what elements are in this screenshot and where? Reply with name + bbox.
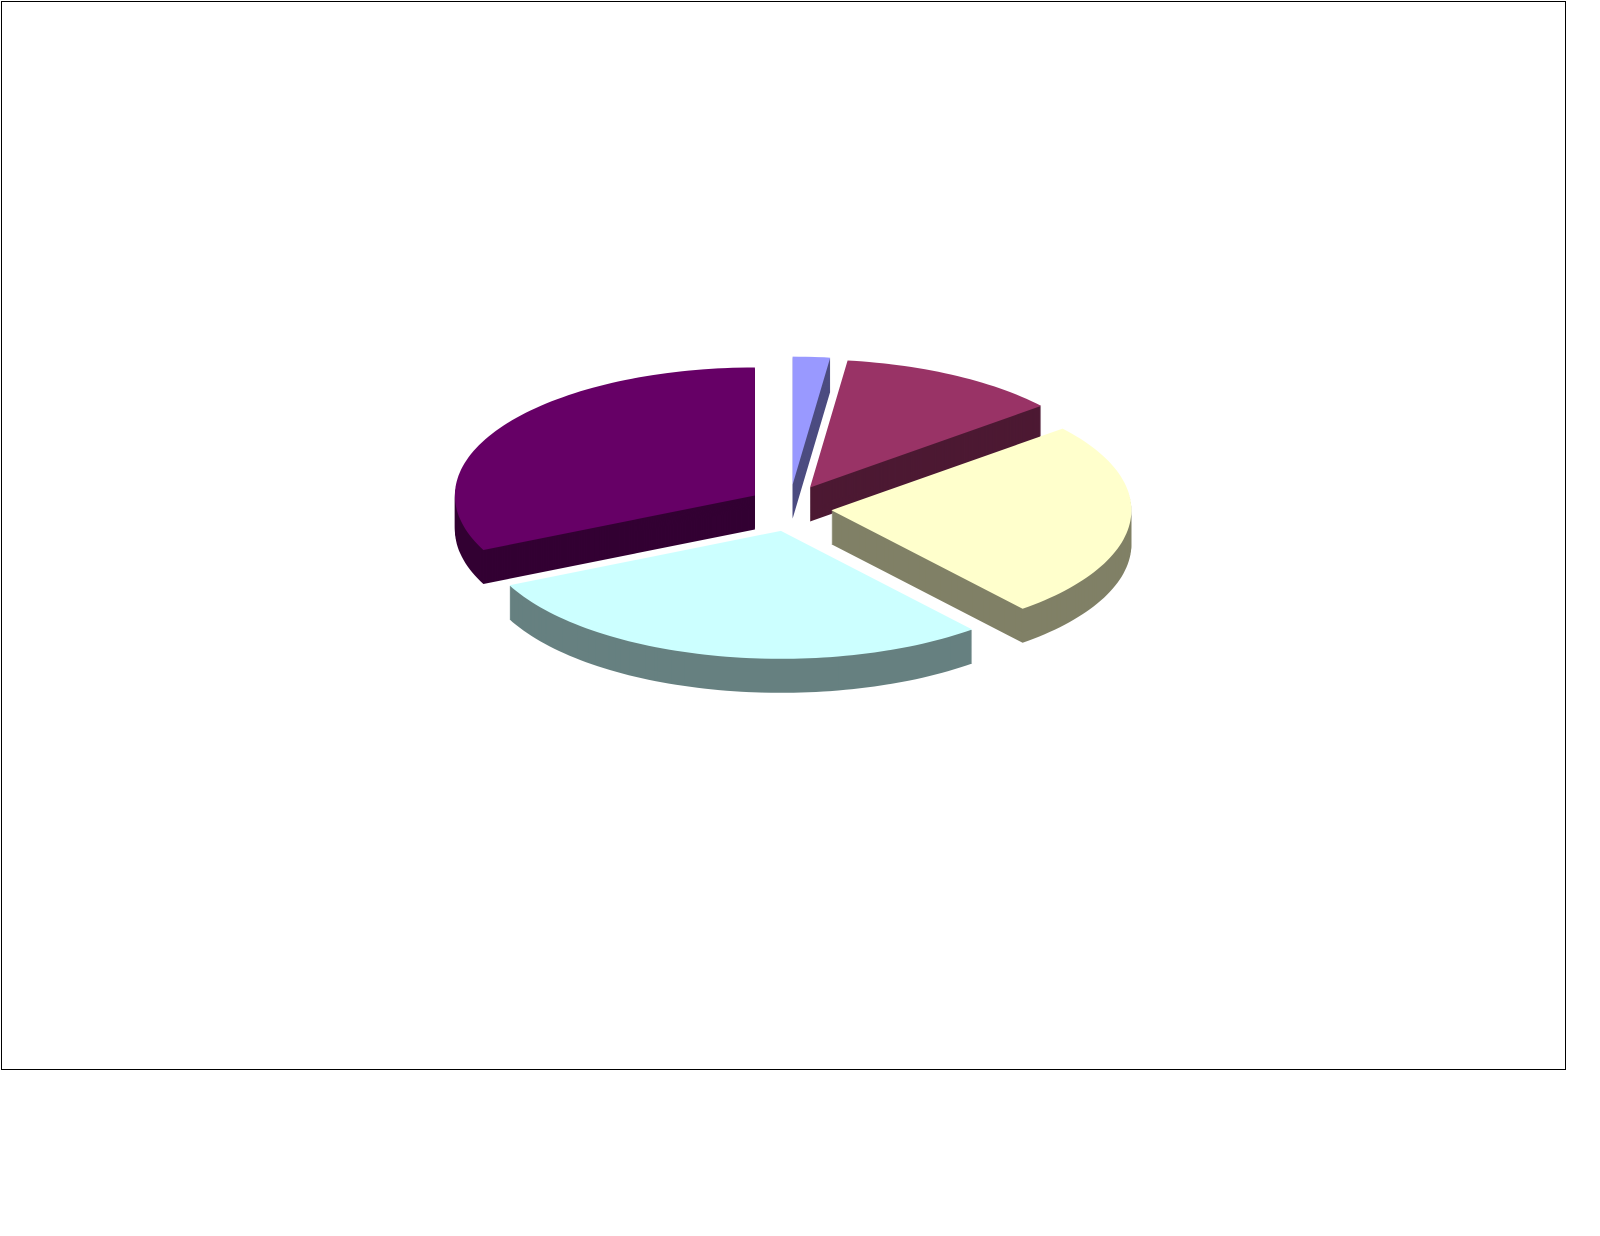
pie-slice-2: [810, 360, 1042, 522]
pie-slice-5: [454, 367, 755, 584]
pie-slice-1: [792, 356, 831, 519]
pie-slice-4: [509, 530, 973, 693]
pie-slice-3: [831, 428, 1132, 643]
pie-slice-top: [454, 367, 755, 550]
pie-slice-top: [509, 530, 973, 659]
chart-area: [1, 1, 1566, 1070]
pie-slice-top: [810, 360, 1042, 488]
pie-slice-top: [792, 356, 831, 485]
pie-slice-top: [831, 428, 1132, 609]
